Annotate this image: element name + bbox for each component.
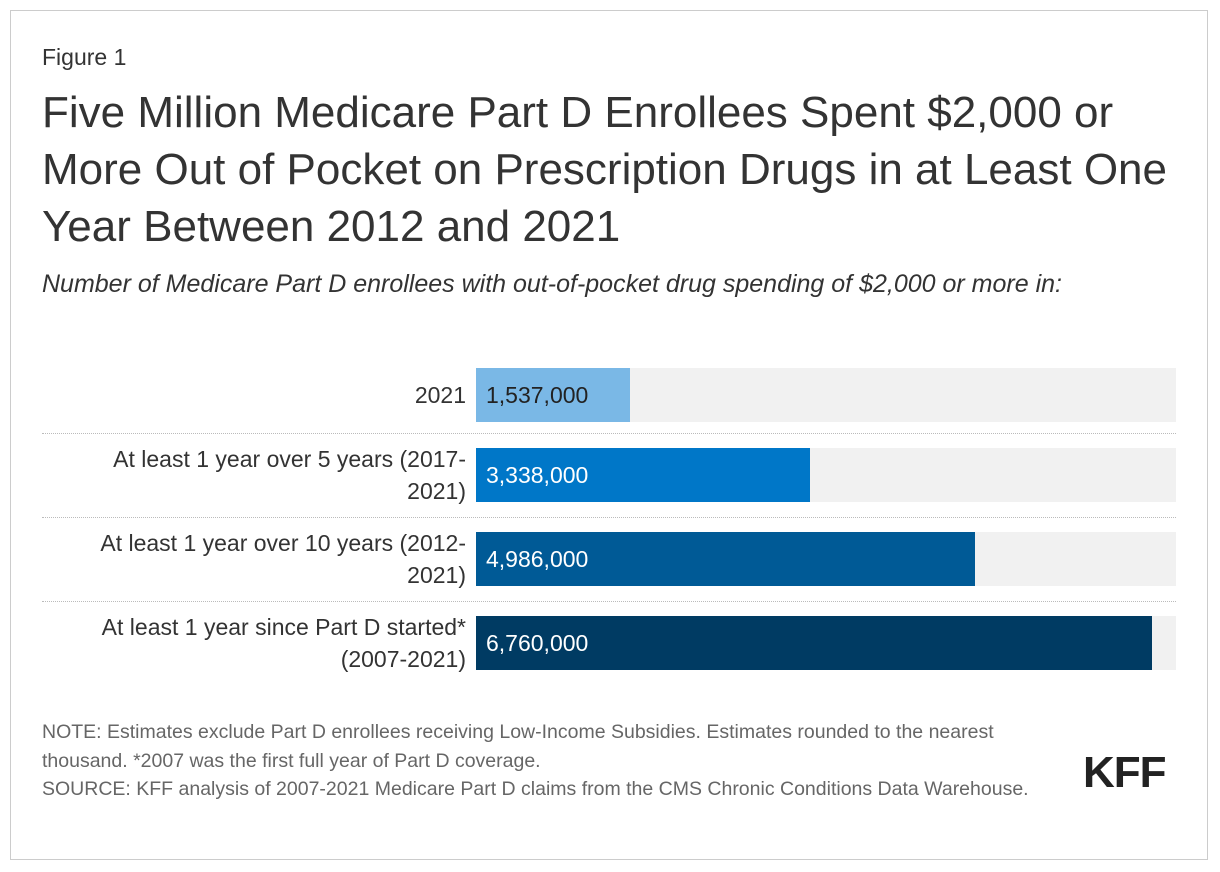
source-text: SOURCE: KFF analysis of 2007-2021 Medica… — [42, 778, 1029, 800]
category-label: At least 1 year over 5 years (2017- 2021) — [36, 443, 466, 507]
bar — [476, 448, 810, 502]
category-label: At least 1 year since Part D started* (20… — [36, 611, 466, 675]
row-divider — [42, 433, 1176, 434]
row-divider — [42, 601, 1176, 602]
category-label-line: At least 1 year over 5 years (2017- — [113, 446, 466, 472]
note-text: NOTE: Estimates exclude Part D enrollees… — [42, 721, 994, 772]
figure-frame — [10, 10, 1208, 860]
chart-subtitle: Number of Medicare Part D enrollees with… — [42, 270, 1062, 298]
category-label-line: 2021) — [407, 478, 466, 504]
category-label-line: 2021 — [414, 382, 466, 408]
category-label-line: 2021) — [407, 562, 466, 588]
kff-logo: KFF — [1083, 748, 1167, 797]
figure-label: Figure 1 — [42, 44, 127, 70]
category-label: 2021 — [36, 379, 466, 411]
data-label: 4,986,000 — [486, 546, 589, 572]
footnote: NOTE: Estimates exclude Part D enrollees… — [42, 718, 1062, 804]
data-label: 6,760,000 — [486, 630, 589, 656]
category-label-line: (2007-2021) — [340, 646, 466, 672]
category-label: At least 1 year over 10 years (2012- 2021… — [36, 527, 466, 591]
bar — [476, 368, 630, 422]
category-label-line: At least 1 year over 10 years (2012- — [100, 530, 466, 556]
data-label: 3,338,000 — [486, 462, 589, 488]
bar — [476, 616, 1152, 670]
row-divider — [42, 517, 1176, 518]
data-label: 1,537,000 — [486, 382, 589, 408]
bar-chart: 1,537,000 2021 3,338,000 At least 1 year ov… — [42, 360, 1176, 680]
chart-title: Five Million Medicare Part D Enrollees S… — [42, 88, 1167, 251]
bar — [476, 532, 975, 586]
category-label-line: At least 1 year since Part D started* — [101, 614, 466, 640]
